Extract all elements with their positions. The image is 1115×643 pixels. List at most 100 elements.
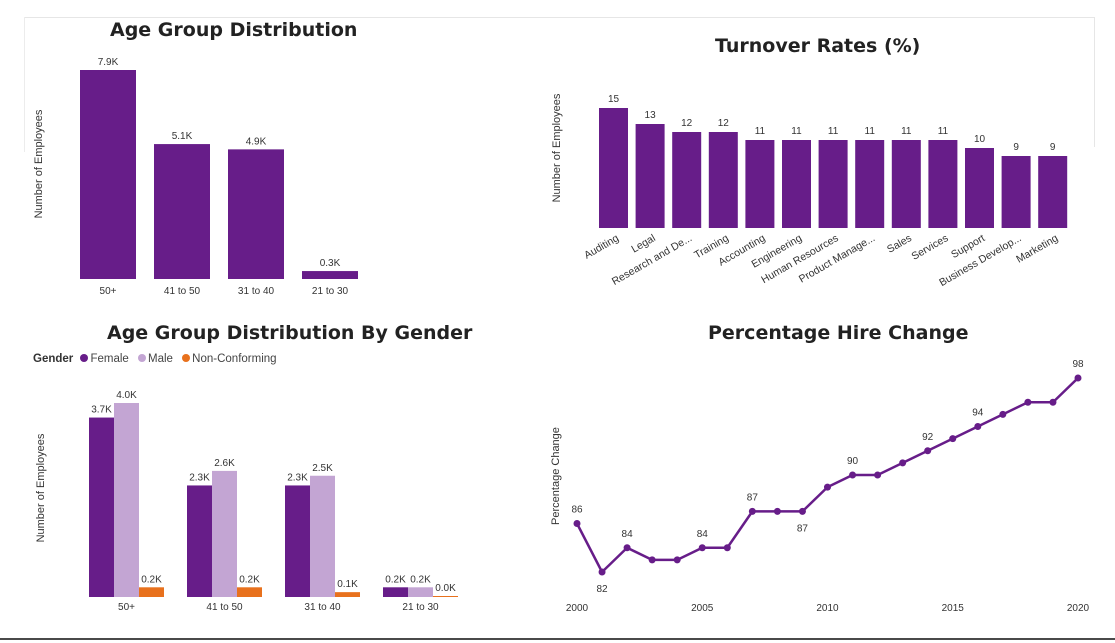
- hire-point: [999, 410, 1007, 418]
- gender-bar-label: 0.2K: [410, 574, 431, 585]
- gender-tick-label: 41 to 50: [206, 602, 243, 613]
- hire-line: [575, 377, 1079, 574]
- hire-point-label: 86: [571, 505, 583, 516]
- turnover-panel: Turnover Rates (%) Number of Employees 1…: [0, 0, 1115, 305]
- hire-point: [773, 507, 781, 515]
- age-bar-label: 5.1K: [172, 131, 193, 142]
- card-border-left: [24, 17, 25, 152]
- gender-bar-non-conforming: [139, 587, 164, 597]
- turnover-bar-label: 11: [865, 126, 876, 137]
- turnover-bar-label: 11: [938, 126, 949, 137]
- age-distribution-chart: 7.9K 50+ 5.1K 41 to 50 4.9K 31 to 40 0.3K 21 to…: [80, 57, 358, 297]
- turnover-bar: [745, 140, 775, 228]
- hire-point-label: 87: [747, 492, 759, 503]
- gender-bar-label: 0.2K: [141, 574, 162, 585]
- gender-bar-non-conforming: [335, 592, 360, 597]
- gender-tick-label: 21 to 30: [402, 602, 439, 613]
- hire-point-label: 87: [797, 523, 809, 534]
- gender-bar-label: 2.6K: [214, 458, 235, 469]
- turnover-bar-label: 12: [681, 118, 693, 129]
- turnover-bar-label: 13: [645, 110, 657, 121]
- age-tick-label: 21 to 30: [312, 286, 349, 297]
- hire-point: [748, 507, 756, 515]
- age-bar-label: 0.3K: [320, 258, 341, 269]
- age-bar: [80, 70, 136, 279]
- card-border-right: [1094, 17, 1095, 147]
- legend-dot-nonconforming: [182, 354, 191, 362]
- turnover-bar: [782, 140, 811, 228]
- gender-bar-label: 4.0K: [116, 390, 137, 401]
- hire-point: [673, 556, 681, 564]
- turnover-bar: [891, 140, 921, 228]
- legend-label-male: Male: [148, 353, 173, 365]
- hire-point: [798, 507, 806, 515]
- hire-point: [723, 544, 731, 552]
- hire-point: [698, 544, 706, 552]
- hire-point: [899, 459, 907, 467]
- turnover-bar-label: 9: [1050, 142, 1056, 153]
- gender-bar-male: [408, 587, 433, 597]
- age-distribution-panel: Age Group Distribution Number of Employe…: [0, 0, 520, 305]
- turnover-bar: [672, 132, 702, 228]
- hire-x-tick: 2005: [691, 603, 714, 614]
- turnover-bar: [1038, 156, 1068, 228]
- turnover-bar: [928, 140, 958, 228]
- turnover-bar: [818, 140, 848, 228]
- turnover-bar-label: 11: [901, 126, 912, 137]
- turnover-bar-label: 12: [718, 118, 730, 129]
- hire-point: [598, 568, 606, 576]
- hire-point: [849, 471, 857, 479]
- bottom-border: [0, 638, 1115, 640]
- gender-chart-title: Age Group Distribution By Gender: [107, 322, 473, 344]
- gender-bar-label: 0.2K: [385, 574, 406, 585]
- gender-bar-female: [89, 417, 114, 597]
- turnover-bar: [635, 124, 665, 228]
- hire-point-label: 82: [596, 584, 608, 595]
- card-border-top: [24, 17, 1094, 18]
- turnover-bar: [855, 140, 885, 228]
- age-bar: [228, 149, 284, 279]
- gender-tick-label: 50+: [118, 602, 135, 613]
- legend-item-male[interactable]: Male: [134, 353, 173, 365]
- gender-tick-label: 31 to 40: [304, 602, 341, 613]
- gender-bar-label: 0.0K: [435, 583, 456, 594]
- hire-x-tick: 2020: [1067, 603, 1090, 614]
- turnover-bar: [1001, 156, 1031, 228]
- hire-point-label: 98: [1072, 359, 1084, 370]
- legend-dot-male: [138, 354, 147, 362]
- gender-bar-label: 2.5K: [312, 463, 333, 474]
- legend-label-female: Female: [90, 353, 129, 365]
- age-bar: [154, 144, 210, 279]
- hire-point-label: 84: [697, 529, 709, 540]
- gender-panel: Age Group Distribution By Gender Gender …: [0, 0, 520, 643]
- gender-bar-label: 2.3K: [287, 472, 308, 483]
- turnover-bar-label: 11: [755, 126, 766, 137]
- legend-label-nonconforming: Non-Conforming: [192, 353, 277, 365]
- age-tick-label: 31 to 40: [238, 286, 275, 297]
- gender-bar-male: [310, 475, 335, 597]
- hire-point: [824, 483, 831, 491]
- gender-bar-non-conforming: [237, 587, 262, 597]
- gender-bar-male: [212, 470, 237, 597]
- hire-x-tick: 2015: [942, 603, 965, 614]
- hire-point-label: 84: [622, 529, 634, 540]
- hire-point: [949, 435, 957, 443]
- gender-bar-label: 0.2K: [239, 574, 260, 585]
- hire-point-label: 94: [972, 408, 984, 419]
- gender-bar-female: [285, 485, 310, 597]
- legend-item-female[interactable]: Female: [80, 353, 129, 365]
- turnover-bar-label: 11: [828, 126, 839, 137]
- turnover-chart-title: Turnover Rates (%): [715, 35, 921, 57]
- hire-point-label: 90: [847, 456, 859, 467]
- hire-point: [623, 544, 631, 552]
- turnover-bar: [965, 148, 994, 228]
- hire-point-label: 92: [922, 432, 934, 443]
- legend-dot-female: [80, 354, 89, 362]
- legend-item-nonconforming[interactable]: Non-Conforming: [178, 353, 277, 365]
- age-tick-label: 50+: [100, 286, 117, 297]
- hire-point: [924, 447, 932, 455]
- gender-distribution-chart: 3.7K 4.0K 0.2K 50+ 2.3K 2.6K 0.2K 41 to 50 2.3K 2…: [89, 390, 458, 613]
